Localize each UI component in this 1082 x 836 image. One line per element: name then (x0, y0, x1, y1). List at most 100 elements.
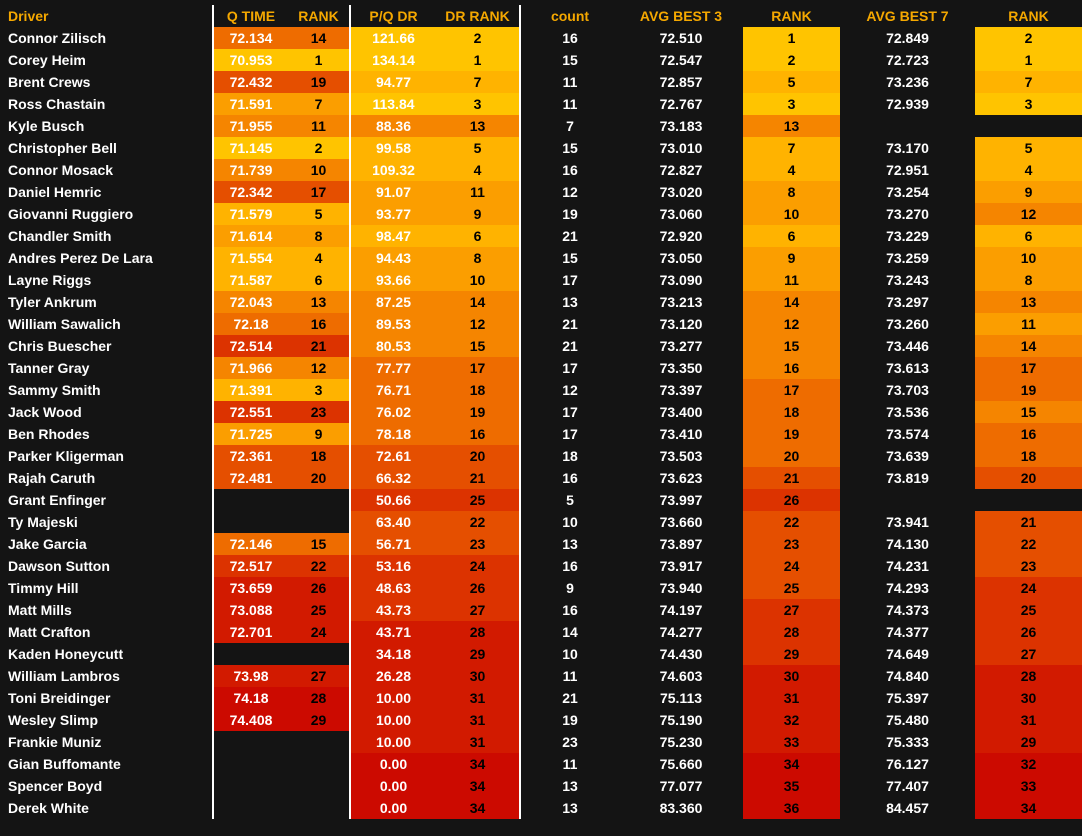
rank-best-7-cell: 6 (975, 225, 1082, 247)
pq-dr-cell: 113.84 (350, 93, 436, 115)
driver-name-cell: Wesley Slimp (6, 709, 214, 731)
q-rank-cell: 11 (288, 115, 351, 137)
header-row: Driver Q TIME RANK P/Q DR DR RANK count … (6, 5, 1082, 27)
rank-best-7-cell: 5 (975, 137, 1082, 159)
count-cell: 13 (562, 778, 578, 794)
avg-best-3-cell: 74.430 (659, 646, 703, 662)
dr-rank-cell: 16 (436, 423, 521, 445)
q-rank-cell: 4 (288, 247, 351, 269)
header-dr-rank[interactable]: DR RANK (436, 5, 521, 27)
q-time-cell: 71.587 (213, 269, 288, 291)
avg-best-7-cell: 75.333 (886, 734, 929, 750)
rank-best-3-cell: 15 (743, 335, 840, 357)
rank-best-7-cell: 15 (975, 401, 1082, 423)
q-rank-cell: 19 (288, 71, 351, 93)
dr-rank-cell: 34 (436, 797, 521, 819)
table-row: Dawson Sutton 72.517 22 53.16 24 16 73.917 24 74… (6, 555, 1082, 577)
table-row: Corey Heim 70.953 1 134.14 1 15 72.547 2 72.723 1 (6, 49, 1082, 71)
driver-name-cell: Spencer Boyd (6, 775, 214, 797)
rank-best-3-cell: 31 (743, 687, 840, 709)
count-cell: 11 (562, 96, 578, 112)
rank-best-3-cell: 29 (743, 643, 840, 665)
rank-best-3-cell: 3 (743, 93, 840, 115)
avg-best-7-cell: 73.236 (886, 74, 929, 90)
table-row: Andres Perez De Lara 71.554 4 94.43 8 15 73.05… (6, 247, 1082, 269)
pq-dr-cell: 121.66 (350, 27, 436, 49)
rank-best-7-cell: 19 (975, 379, 1082, 401)
header-pq-dr[interactable]: P/Q DR (369, 8, 418, 24)
count-cell: 21 (562, 228, 578, 244)
count-cell: 17 (562, 404, 578, 420)
q-rank-cell (288, 489, 351, 511)
rank-best-3-cell: 1 (743, 27, 840, 49)
header-count[interactable]: count (550, 8, 590, 24)
avg-best-3-cell: 73.503 (659, 448, 703, 464)
count-cell: 16 (562, 558, 578, 574)
avg-best-3-cell: 72.510 (659, 30, 703, 46)
avg-best-3-cell: 74.197 (659, 602, 703, 618)
table-row: Daniel Hemric 72.342 17 91.07 11 12 73.020 8 73.… (6, 181, 1082, 203)
avg-best-7-cell: 73.243 (886, 272, 929, 288)
table-row: Layne Riggs 71.587 6 93.66 10 17 73.090 11 73.24… (6, 269, 1082, 291)
avg-best-7-cell: 73.613 (886, 360, 929, 376)
q-time-cell (213, 643, 288, 665)
header-q-rank[interactable]: RANK (288, 5, 351, 27)
rank-best-3-cell: 30 (743, 665, 840, 687)
header-avg-best-7[interactable]: AVG BEST 7 (866, 8, 949, 24)
dr-rank-cell: 28 (436, 621, 521, 643)
avg-best-3-cell: 73.277 (659, 338, 703, 354)
pq-dr-cell: 93.66 (350, 269, 436, 291)
q-rank-cell: 21 (288, 335, 351, 357)
avg-best-3-cell: 74.603 (659, 668, 703, 684)
avg-best-7-cell: 74.377 (886, 624, 929, 640)
rank-best-7-cell (975, 489, 1082, 511)
header-driver[interactable]: Driver (6, 5, 214, 27)
dr-rank-cell: 31 (436, 731, 521, 753)
rank-best-7-cell: 28 (975, 665, 1082, 687)
q-time-cell: 71.614 (213, 225, 288, 247)
avg-best-3-cell: 73.010 (659, 140, 703, 156)
q-time-cell: 71.739 (213, 159, 288, 181)
avg-best-3-cell: 77.077 (659, 778, 703, 794)
rank-best-7-cell: 31 (975, 709, 1082, 731)
table-row: Grant Enfinger 50.66 25 5 73.997 26 (6, 489, 1082, 511)
q-time-cell: 73.659 (213, 577, 288, 599)
rank-best-3-cell: 6 (743, 225, 840, 247)
table-row: Chandler Smith 71.614 8 98.47 6 21 72.920 6 73.2… (6, 225, 1082, 247)
header-rank-best-3[interactable]: RANK (771, 8, 812, 24)
rank-best-7-cell: 21 (975, 511, 1082, 533)
q-time-cell (213, 731, 288, 753)
rank-best-3-cell: 25 (743, 577, 840, 599)
driver-name-cell: Daniel Hemric (6, 181, 214, 203)
q-time-cell: 72.361 (213, 445, 288, 467)
table-row: Brent Crews 72.432 19 94.77 7 11 72.857 5 73.236… (6, 71, 1082, 93)
count-cell: 21 (562, 690, 578, 706)
q-time-cell: 70.953 (213, 49, 288, 71)
dr-rank-cell: 20 (436, 445, 521, 467)
header-q-time[interactable]: Q TIME (226, 8, 276, 24)
q-time-cell: 71.145 (213, 137, 288, 159)
rank-best-7-cell: 7 (975, 71, 1082, 93)
count-cell: 13 (562, 536, 578, 552)
pq-dr-cell: 78.18 (350, 423, 436, 445)
q-time-cell: 73.98 (213, 665, 288, 687)
pq-dr-cell: 76.02 (350, 401, 436, 423)
rank-best-3-cell: 28 (743, 621, 840, 643)
driver-name-cell: William Lambros (6, 665, 214, 687)
pq-dr-cell: 80.53 (350, 335, 436, 357)
table-row: Ben Rhodes 71.725 9 78.18 16 17 73.410 19 73.574… (6, 423, 1082, 445)
q-rank-cell: 8 (288, 225, 351, 247)
rank-best-3-cell: 11 (743, 269, 840, 291)
pq-dr-cell: 10.00 (350, 709, 436, 731)
rank-best-7-cell: 26 (975, 621, 1082, 643)
header-rank-best-7[interactable]: RANK (1008, 8, 1049, 24)
count-cell: 12 (562, 184, 578, 200)
q-time-cell: 72.146 (213, 533, 288, 555)
q-rank-cell: 9 (288, 423, 351, 445)
header-avg-best-3[interactable]: AVG BEST 3 (639, 8, 723, 24)
dr-rank-cell: 25 (436, 489, 521, 511)
rank-best-3-cell: 4 (743, 159, 840, 181)
driver-name-cell: Sammy Smith (6, 379, 214, 401)
avg-best-3-cell: 75.190 (659, 712, 703, 728)
driver-name-cell: Ty Majeski (6, 511, 214, 533)
